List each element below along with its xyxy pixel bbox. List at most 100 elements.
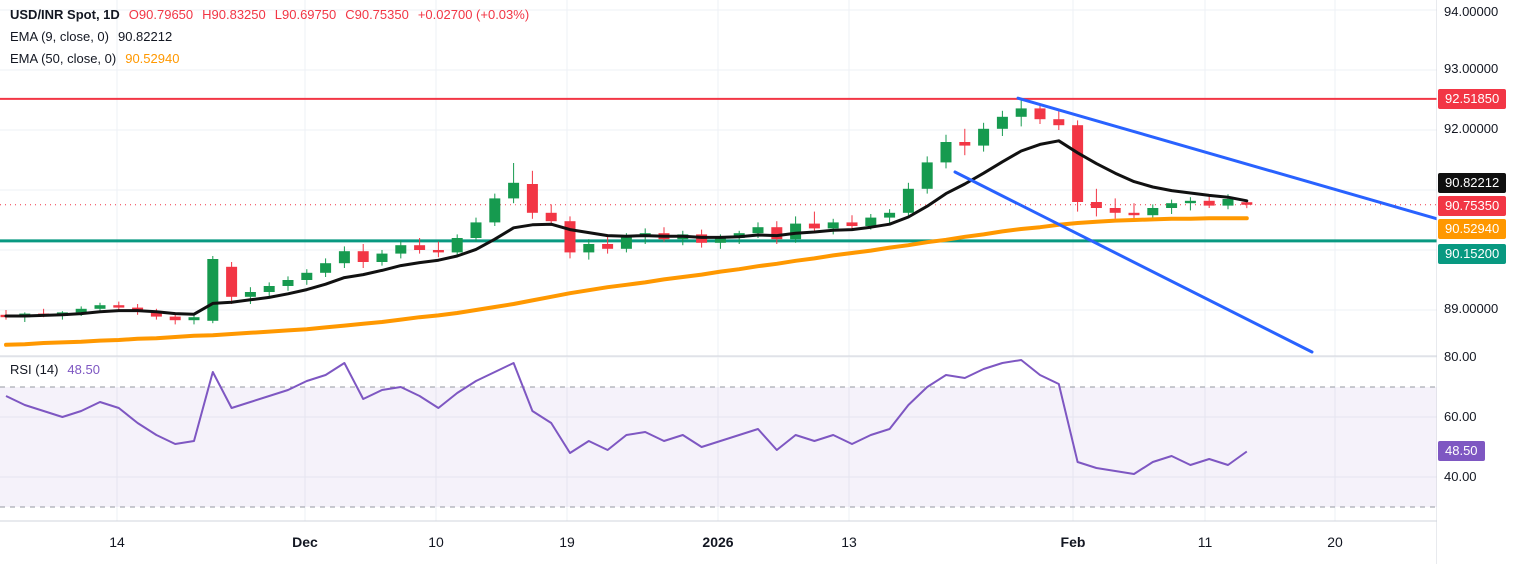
candle-body xyxy=(1109,208,1121,213)
candle-body xyxy=(301,272,313,280)
ema50-label: EMA (50, close, 0) xyxy=(10,51,117,66)
grid-layer xyxy=(0,0,1437,521)
candle-body xyxy=(508,182,520,199)
candle-body xyxy=(583,244,595,253)
candle-body xyxy=(827,222,839,229)
candle-body xyxy=(169,316,181,321)
rsi-line[interactable] xyxy=(5,359,1248,475)
candle-body xyxy=(432,250,444,253)
time-axis-label: 14 xyxy=(109,534,125,550)
candle-body xyxy=(1147,208,1159,216)
price-change: +0.02700 (+0.03%) xyxy=(417,7,530,22)
price-axis-badge: 90.82212 xyxy=(1438,173,1507,193)
candle-body xyxy=(940,142,952,163)
candle-body xyxy=(226,266,238,297)
candle-body xyxy=(414,245,426,250)
candle-body xyxy=(395,245,407,254)
symbol-title: USD/INR Spot, 1D xyxy=(10,7,120,22)
candle-body xyxy=(959,142,971,146)
candle-body xyxy=(526,184,538,213)
candle-body xyxy=(771,227,783,240)
candle-body xyxy=(1222,199,1234,206)
candle-body xyxy=(564,221,576,253)
candle-body xyxy=(1090,202,1102,208)
candle-body xyxy=(489,198,501,223)
ohlc-readout: USD/INR Spot, 1D O90.79650 H90.83250 L90… xyxy=(10,7,529,22)
ema50-value: 90.52940 xyxy=(125,51,180,66)
candle-body xyxy=(865,217,877,226)
ohlc-open: O90.79650 xyxy=(128,7,194,22)
trendline[interactable] xyxy=(953,170,1314,354)
ohlc-high: H90.83250 xyxy=(202,7,266,22)
ohlc-close: C90.75350 xyxy=(345,7,409,22)
rsi-value: 48.50 xyxy=(67,362,100,377)
candle-body xyxy=(470,222,482,238)
time-axis-label: 10 xyxy=(428,534,444,550)
price-axis-badge: 90.52940 xyxy=(1438,219,1507,239)
candle-body xyxy=(1072,125,1084,202)
candle-body xyxy=(620,236,632,249)
candle-body xyxy=(752,227,764,234)
price-axis-badge: 90.75350 xyxy=(1438,196,1507,216)
price-axis-label: 40.00 xyxy=(1444,469,1477,484)
candle-body xyxy=(884,212,896,218)
candle-body xyxy=(94,305,106,309)
candle-body xyxy=(1034,108,1046,120)
candle-body xyxy=(808,223,820,229)
candle-body xyxy=(1166,203,1178,208)
candle-body xyxy=(376,253,388,262)
candle-body xyxy=(451,238,463,253)
candle-body xyxy=(996,116,1008,129)
rsi-pane xyxy=(0,359,1437,508)
price-axis-badge: 92.51850 xyxy=(1438,89,1507,109)
candle-body xyxy=(1015,108,1027,117)
ema9-line[interactable] xyxy=(4,139,1249,318)
candle-body xyxy=(75,308,87,313)
price-axis-label: 60.00 xyxy=(1444,409,1477,424)
candle-body xyxy=(545,212,557,222)
candle-body xyxy=(846,222,858,226)
time-axis[interactable]: 14 Dec 10 19 2026 13 Feb 11 20 xyxy=(0,521,1437,564)
candle-body xyxy=(602,244,614,249)
price-pane xyxy=(0,96,1437,354)
price-axis-label: 94.00000 xyxy=(1444,4,1499,19)
candle-body xyxy=(714,238,726,243)
candle-body xyxy=(338,251,350,264)
price-axis-label: 92.00000 xyxy=(1444,121,1499,136)
time-axis-label: 11 xyxy=(1197,534,1213,550)
rsi-label: RSI (14) xyxy=(10,362,59,377)
ohlc-low: L90.69750 xyxy=(274,7,337,22)
price-axis-badge: 48.50 xyxy=(1438,441,1485,461)
candle-body xyxy=(207,259,219,321)
candles-layer xyxy=(0,98,1253,325)
candle-body xyxy=(1203,200,1215,206)
candle-body xyxy=(357,251,369,262)
candle-body xyxy=(1184,200,1196,204)
candle-body xyxy=(921,162,933,189)
price-axis[interactable]: 94.00000 93.00000 92.00000 89.00000 80.00 60.… xyxy=(1437,0,1536,564)
price-axis-label: 80.00 xyxy=(1444,349,1477,364)
ema50-legend[interactable]: EMA (50, close, 0) 90.52940 xyxy=(10,51,179,66)
ema50-line[interactable] xyxy=(4,216,1249,347)
candle-body xyxy=(320,263,332,273)
candle-body xyxy=(244,292,256,297)
candle-body xyxy=(113,305,125,308)
trendline[interactable] xyxy=(1016,96,1437,221)
ema9-value: 90.82212 xyxy=(117,29,173,44)
candle-body xyxy=(1241,202,1253,205)
time-axis-label: Dec xyxy=(292,534,318,550)
time-axis-label: 19 xyxy=(559,534,575,550)
ema9-label: EMA (9, close, 0) xyxy=(10,29,109,44)
candle-body xyxy=(188,317,200,321)
time-axis-label: Feb xyxy=(1060,534,1086,550)
time-axis-label: 2026 xyxy=(702,534,734,550)
price-axis-label: 93.00000 xyxy=(1444,61,1499,76)
price-axis-label: 89.00000 xyxy=(1444,301,1499,316)
candle-body xyxy=(1053,119,1065,126)
ema9-legend[interactable]: EMA (9, close, 0) 90.82212 xyxy=(10,29,172,44)
time-axis-label: 13 xyxy=(841,534,857,550)
price-axis-badge: 90.15200 xyxy=(1438,244,1507,264)
candle-body xyxy=(150,311,162,317)
rsi-legend[interactable]: RSI (14) 48.50 xyxy=(10,362,100,377)
